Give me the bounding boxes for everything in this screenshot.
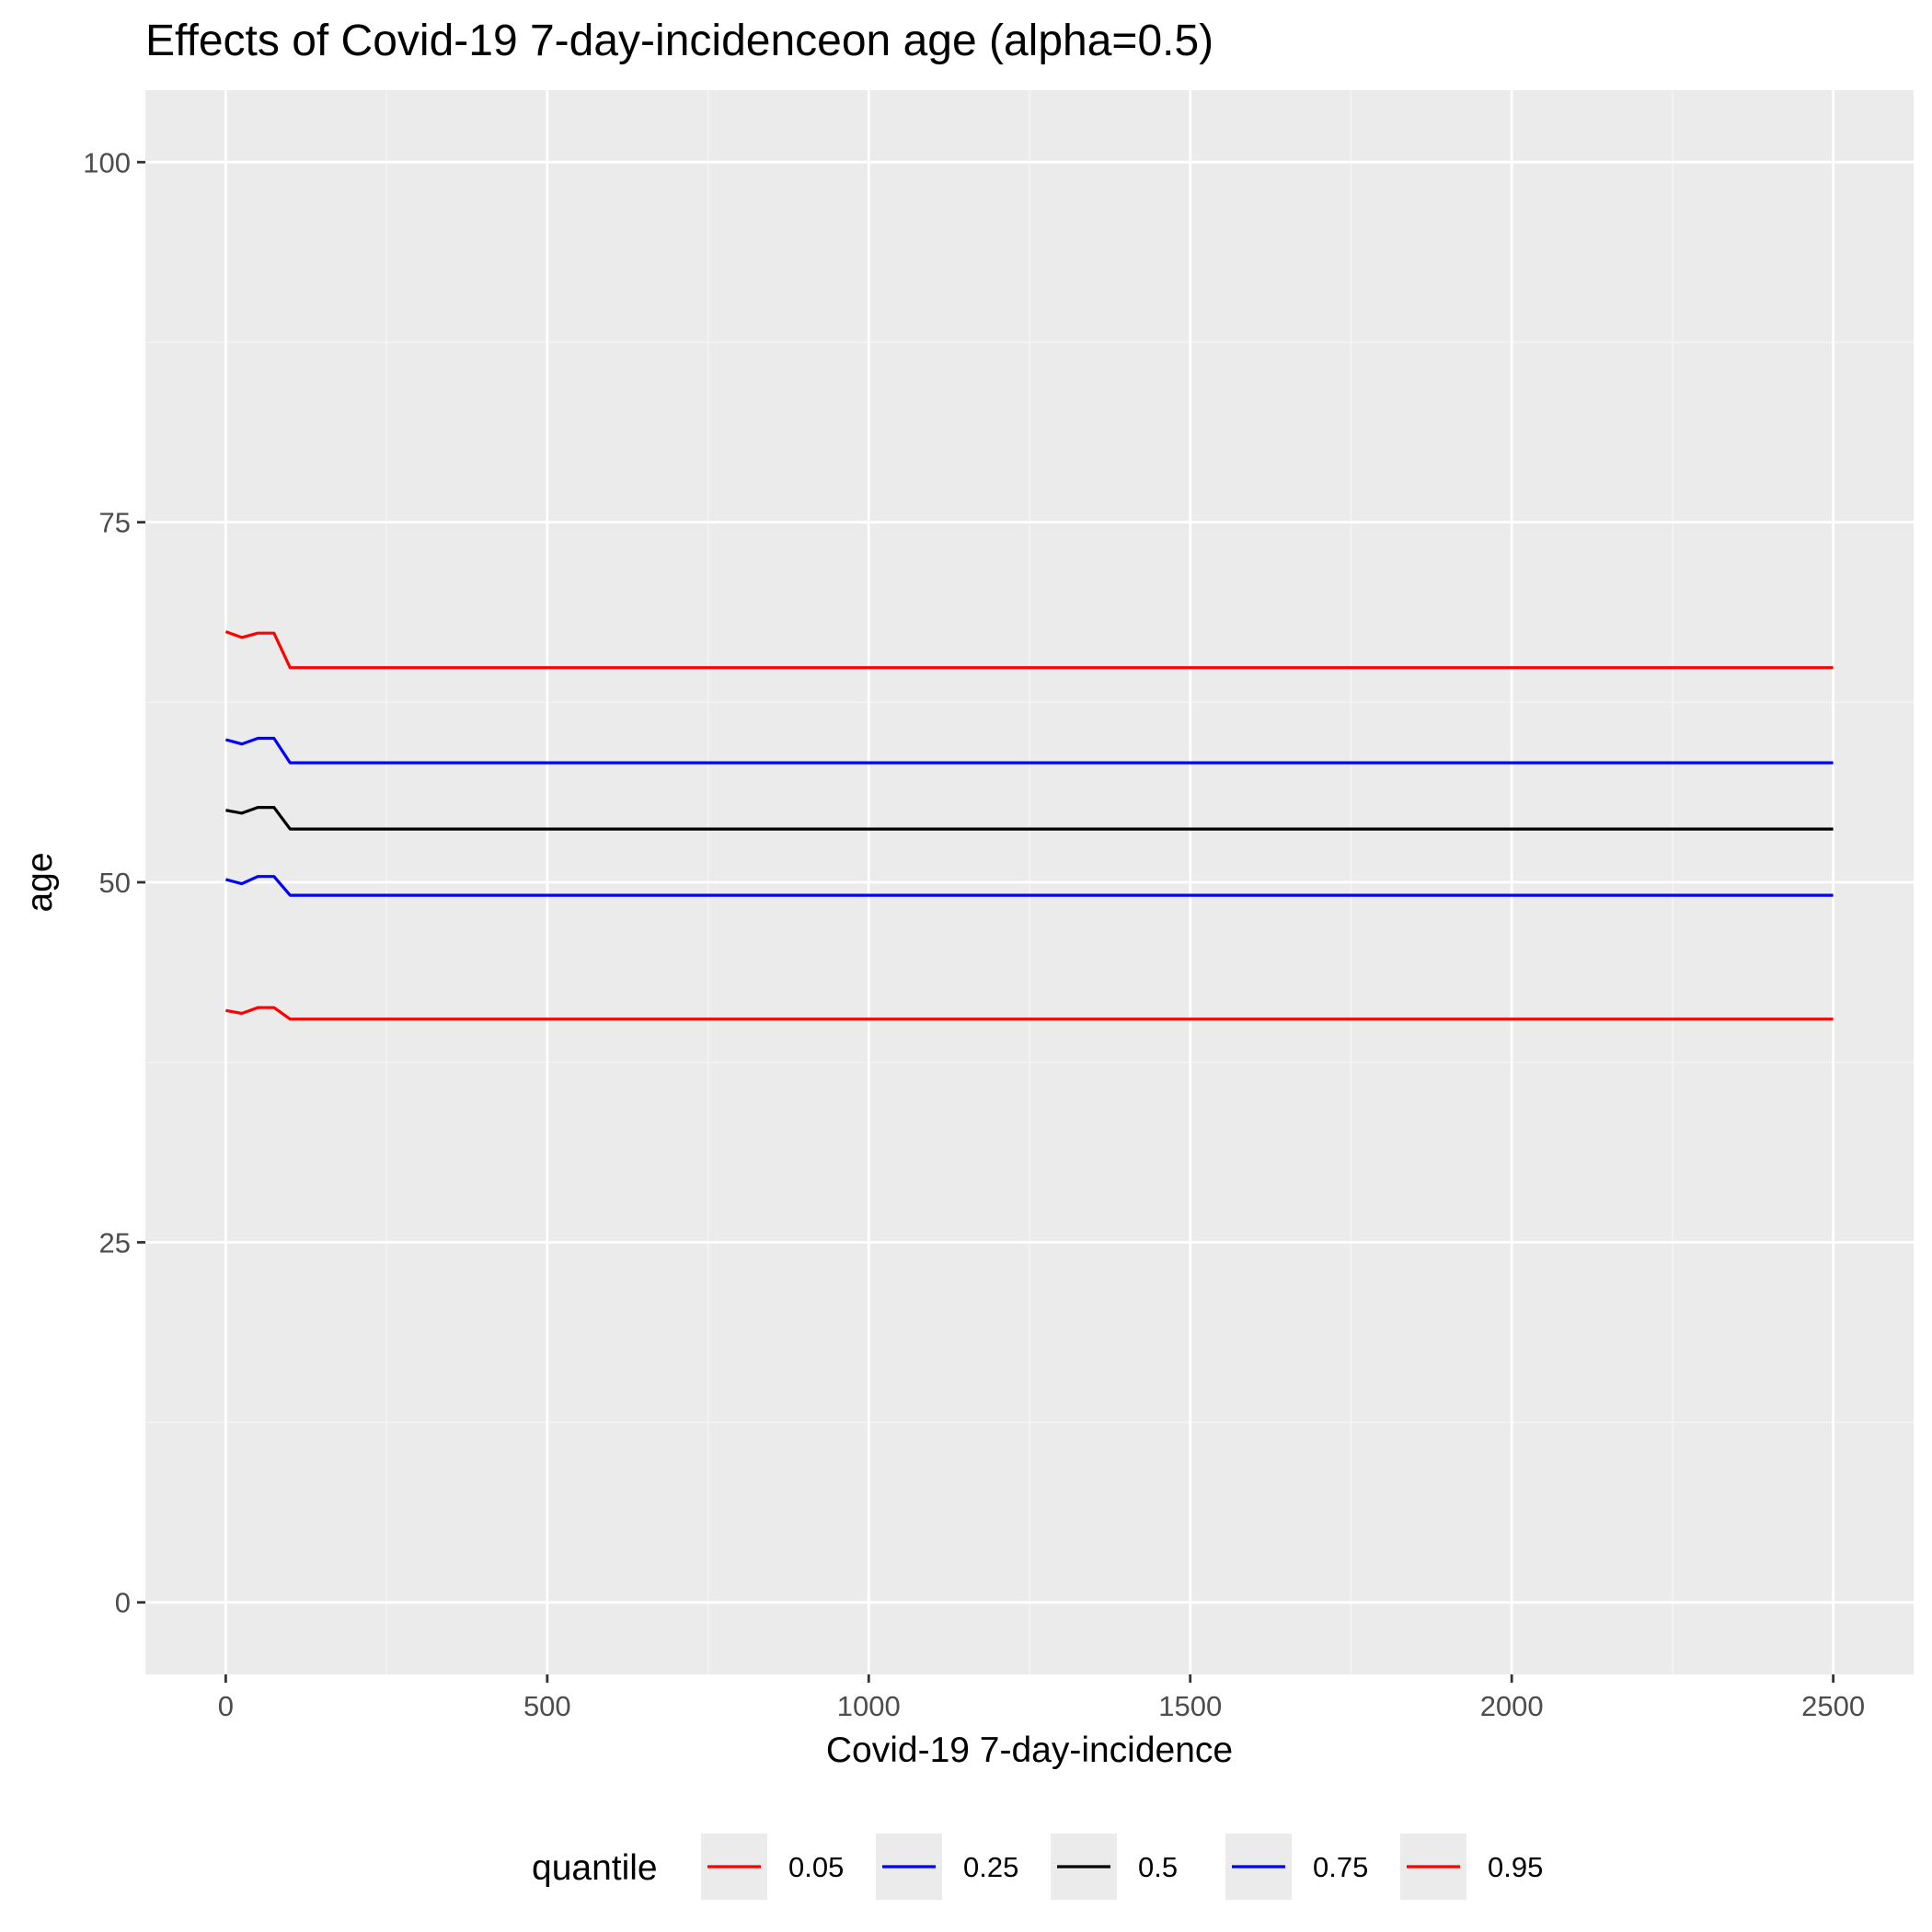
series-line-0.75	[224, 736, 1834, 765]
series-line-0.95	[224, 630, 1834, 670]
x-axis: 0 500 1000 1500 2000 2500	[218, 1674, 1865, 1722]
y-tick-label: 50	[99, 867, 131, 899]
x-axis-title: Covid-19 7-day-incidence	[826, 1731, 1233, 1770]
legend-label: 0.95	[1488, 1851, 1543, 1883]
gridlines	[145, 90, 1914, 1674]
x-tick-label: 1000	[837, 1690, 901, 1722]
x-tick-label: 0	[218, 1690, 234, 1722]
x-tick-label: 500	[523, 1690, 571, 1722]
y-tick-label: 25	[99, 1226, 131, 1259]
legend-items: 0.05 0.25 0.5 0.75 0.95	[701, 1834, 1543, 1900]
series-line-0.25	[224, 875, 1834, 897]
legend-label: 0.75	[1313, 1851, 1368, 1883]
y-axis-title: age	[20, 852, 60, 912]
y-tick-label: 100	[83, 146, 131, 178]
legend-label: 0.05	[788, 1851, 844, 1883]
series-lines	[224, 630, 1834, 1021]
y-tick-label: 75	[99, 507, 131, 539]
y-tick-label: 0	[115, 1587, 131, 1619]
y-axis: 0 25 50 75 100	[83, 146, 145, 1619]
series-line-0.5	[225, 805, 1834, 831]
series-line-0.05	[225, 1006, 1834, 1021]
x-tick-label: 2500	[1801, 1690, 1865, 1722]
chart-title: Effects of Covid-19 7-day-incidenceon ag…	[145, 17, 1213, 65]
legend: quantile 0.05 0.25 0.5 0.75 0.95	[532, 1834, 1543, 1900]
x-tick-label: 1500	[1158, 1690, 1222, 1722]
legend-title: quantile	[532, 1848, 658, 1888]
x-tick-label: 2000	[1480, 1690, 1544, 1722]
legend-label: 0.25	[963, 1851, 1018, 1883]
legend-label: 0.5	[1138, 1851, 1178, 1883]
